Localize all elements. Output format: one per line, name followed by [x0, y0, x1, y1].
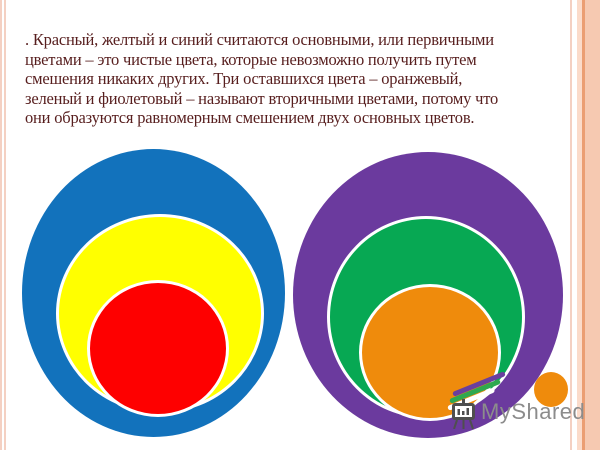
right-border-pinstripe	[570, 0, 572, 450]
slide-paragraph: . Красный, желтый и синий считаются осно…	[25, 30, 499, 127]
myshared-watermark-label: MyShared	[481, 399, 586, 424]
right-stripe-dark-line	[582, 0, 585, 450]
right-stripe-main-band	[585, 0, 600, 450]
small-orange-dot	[534, 372, 568, 407]
right-border-stripe	[577, 0, 600, 450]
myshared-watermark[interactable]: MyShared	[447, 371, 585, 434]
left-border-stripe-inner	[4, 0, 6, 450]
primary-inner-circle-red	[87, 280, 229, 417]
right-stripe-light-band	[577, 0, 582, 450]
easel-icon	[452, 399, 476, 430]
left-border-stripe-outer	[0, 0, 2, 450]
